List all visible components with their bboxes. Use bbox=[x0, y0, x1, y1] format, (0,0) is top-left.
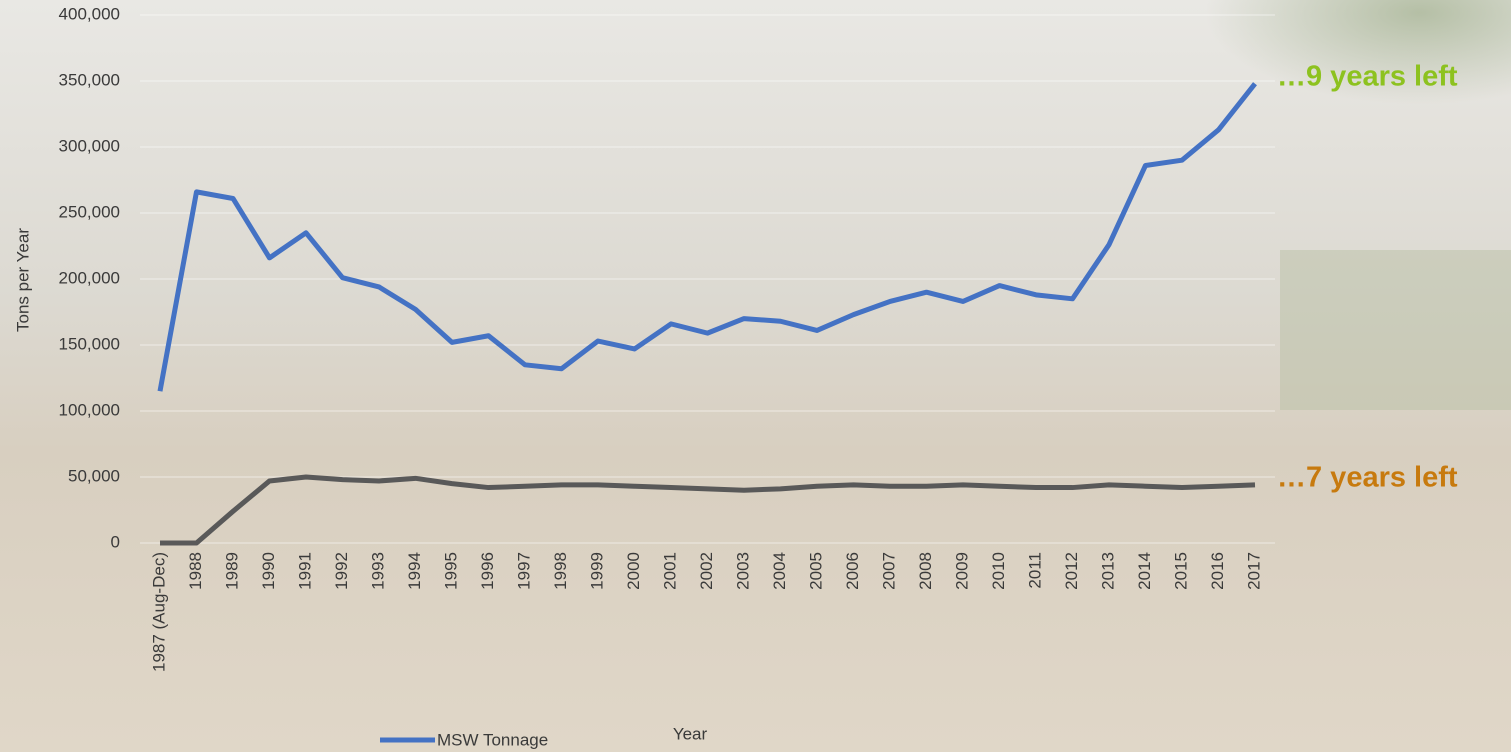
y-tick-label: 50,000 bbox=[68, 466, 120, 485]
x-tick-label: 1998 bbox=[551, 552, 570, 590]
y-tick-label: 200,000 bbox=[59, 268, 120, 287]
x-tick-label: 2010 bbox=[989, 552, 1008, 590]
y-tick-label: 400,000 bbox=[59, 4, 120, 23]
y-axis-title: Tons per Year bbox=[13, 228, 32, 332]
x-tick-label: 2011 bbox=[1025, 552, 1044, 589]
chart: Tons per Year Year 0 50,000 100,000 150,000… bbox=[0, 0, 1511, 752]
x-tick-label: 2009 bbox=[952, 552, 971, 590]
x-tick-label: 1992 bbox=[332, 552, 351, 590]
annotation: …9 years left bbox=[1277, 60, 1458, 92]
x-tick-label: 1990 bbox=[259, 552, 278, 590]
background-trees bbox=[1280, 250, 1511, 410]
y-tick-label: 300,000 bbox=[59, 136, 120, 155]
x-tick-label: 1989 bbox=[222, 552, 241, 590]
y-tick-label: 350,000 bbox=[59, 70, 120, 89]
x-tick-label: 2006 bbox=[843, 552, 862, 590]
x-tick-label: 1999 bbox=[587, 552, 606, 590]
y-tick-label: 250,000 bbox=[59, 202, 120, 221]
y-tick-label: 0 bbox=[111, 532, 120, 551]
legend-label: MSW Tonnage bbox=[437, 730, 548, 749]
x-tick-label: 2002 bbox=[697, 552, 716, 590]
x-tick-label: 2000 bbox=[624, 552, 643, 590]
x-tick-label: 1987 (Aug-Dec) bbox=[149, 552, 168, 672]
y-tick-label: 150,000 bbox=[59, 334, 120, 353]
x-tick-label: 2017 bbox=[1244, 552, 1263, 590]
x-tick-label: 1997 bbox=[514, 552, 533, 590]
x-tick-label: 1988 bbox=[186, 552, 205, 590]
x-tick-label: 2015 bbox=[1171, 552, 1190, 590]
y-tick-label: 100,000 bbox=[59, 400, 120, 419]
x-tick-label: 2007 bbox=[879, 552, 898, 590]
background-trees bbox=[900, 0, 1511, 260]
x-axis-title: Year bbox=[673, 724, 708, 743]
annotation: …7 years left bbox=[1277, 462, 1458, 494]
x-tick-label: 2008 bbox=[916, 552, 935, 590]
x-tick-label: 1993 bbox=[368, 552, 387, 590]
x-tick-label: 2001 bbox=[660, 552, 679, 590]
x-tick-label: 2016 bbox=[1208, 552, 1227, 590]
x-tick-label: 2012 bbox=[1062, 552, 1081, 590]
x-tick-label: 2005 bbox=[806, 552, 825, 590]
x-tick-label: 1994 bbox=[405, 552, 424, 590]
x-tick-label: 2003 bbox=[733, 552, 752, 590]
x-tick-label: 2013 bbox=[1098, 552, 1117, 590]
x-tick-label: 2004 bbox=[770, 552, 789, 590]
x-tick-label: 1996 bbox=[478, 552, 497, 590]
x-tick-label: 1991 bbox=[295, 552, 314, 590]
x-tick-label: 2014 bbox=[1135, 552, 1154, 590]
x-tick-label: 1995 bbox=[441, 552, 460, 590]
